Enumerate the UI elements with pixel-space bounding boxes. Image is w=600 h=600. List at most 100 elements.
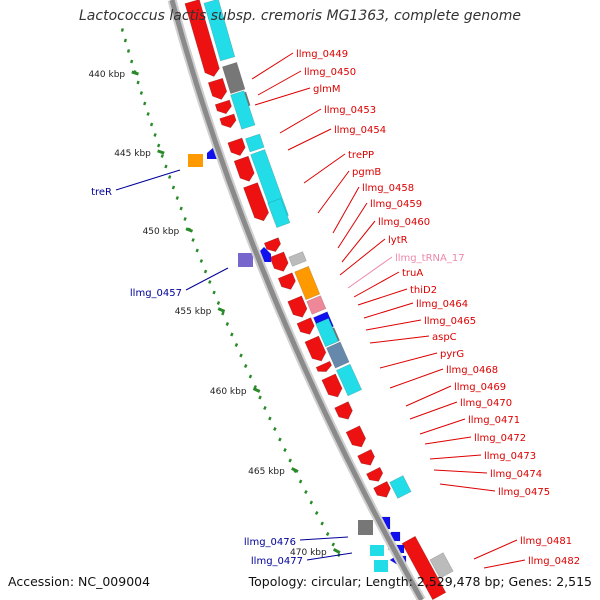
cds-forward-arrow xyxy=(315,360,332,372)
scale-tick xyxy=(288,458,292,463)
scale-tick xyxy=(136,80,140,85)
gene-label: thiD2 xyxy=(410,285,437,296)
outer-track-feature xyxy=(429,552,454,579)
scale-tick xyxy=(130,59,134,64)
gene-label: llmg_tRNA_17 xyxy=(395,253,465,264)
outer-track-feature xyxy=(335,363,363,397)
scale-major-tick xyxy=(185,227,194,233)
outer-track-feature xyxy=(203,0,236,62)
gene-label: truA xyxy=(402,268,423,279)
scale-tick xyxy=(278,437,282,442)
cds-forward-arrow xyxy=(401,535,447,600)
scale-tick xyxy=(175,196,179,200)
scale-tick xyxy=(263,406,267,410)
gene-label: llmg_0469 xyxy=(454,382,506,393)
label-leader-line xyxy=(357,288,408,306)
label-leader-line xyxy=(332,186,360,234)
scale-tick xyxy=(243,364,248,368)
gene-label: llmg_0474 xyxy=(490,469,542,480)
gene-label: glmM xyxy=(313,84,341,95)
gene-label: llmg_0482 xyxy=(528,556,580,567)
gene-label: llmg_0470 xyxy=(460,398,512,409)
outer-track-feature xyxy=(389,475,412,499)
scale-major-tick xyxy=(131,70,139,76)
scale-major-tick xyxy=(332,548,341,554)
scale-tick xyxy=(208,280,212,284)
cds-forward-arrow xyxy=(277,272,296,290)
scale-tick xyxy=(225,322,230,326)
scale-tick xyxy=(331,542,336,547)
cds-companion-band xyxy=(267,197,291,229)
scale-tick xyxy=(248,374,253,379)
cds-companion-band xyxy=(315,317,339,348)
scale-label: 470 kbp xyxy=(290,548,327,558)
rev-feature xyxy=(370,545,384,556)
gene-label: llmg_0481 xyxy=(520,536,572,547)
gene-label: lytR xyxy=(388,235,408,246)
label-leader-line xyxy=(369,335,430,344)
cds-forward-arrow xyxy=(243,182,269,222)
scale-labels: 440 kbp 445 kbp 450 kbp 455 kbp 460 kbp 465 k… xyxy=(88,70,327,558)
gene-label: llmg_0453 xyxy=(324,105,376,116)
label-leader-line xyxy=(299,536,349,541)
cds-forward-arrow xyxy=(263,237,281,252)
label-leader-line xyxy=(483,559,526,569)
map-title: Lactococcus lactis subsp. cremoris MG136… xyxy=(79,8,521,24)
scale-major-tick xyxy=(157,149,165,155)
label-leader-line xyxy=(363,302,414,319)
scale-major-tick xyxy=(252,387,261,393)
scale-tick xyxy=(123,38,128,43)
accession-label: Accession: NC_009004 xyxy=(8,574,151,589)
label-leader-line xyxy=(317,170,350,214)
scale-tick xyxy=(325,532,330,536)
scale-major-tick xyxy=(291,467,299,473)
gene-label: pyrG xyxy=(440,349,464,360)
gene-label: llmg_0465 xyxy=(424,316,476,327)
gene-label: llmg_0454 xyxy=(334,125,386,136)
scale-tick xyxy=(314,511,319,515)
scale-tick xyxy=(273,427,277,431)
scale-tick xyxy=(183,217,187,221)
rev-feature xyxy=(374,560,388,572)
scale-tick xyxy=(179,206,183,211)
scale-label: 440 kbp xyxy=(88,70,125,80)
cds-companion-band xyxy=(230,90,256,130)
label-leader-line xyxy=(254,87,311,106)
label-leader-line xyxy=(251,52,294,80)
gene-label: llmg_0471 xyxy=(468,415,520,426)
gene-tracks xyxy=(184,0,454,600)
scale-tick xyxy=(320,521,324,526)
scale-label: 460 kbp xyxy=(210,387,247,397)
gene-label: llmg_0472 xyxy=(474,433,526,444)
cds-forward-arrow xyxy=(304,335,327,362)
outer-track-feature xyxy=(306,295,327,315)
label-leader-line xyxy=(405,385,452,407)
scale-tick xyxy=(203,269,208,274)
gene-label: llmg_0449 xyxy=(296,49,348,60)
scale-tick xyxy=(268,416,272,421)
scale-tick xyxy=(239,353,243,358)
gene-label: llmg_0457 xyxy=(130,288,182,299)
scale-tick xyxy=(283,448,287,452)
rev-feature xyxy=(358,520,373,535)
scale-tick xyxy=(230,332,234,337)
scale-tick xyxy=(309,500,314,505)
cds-forward-arrow xyxy=(219,113,237,129)
label-leader-line xyxy=(347,256,393,289)
gene-label: llmg_0450 xyxy=(304,67,356,78)
cds-forward-arrow xyxy=(214,99,232,115)
scale-tick xyxy=(126,49,131,53)
gene-label: llmg_0477 xyxy=(251,556,303,567)
gene-label: llmg_0476 xyxy=(244,537,296,548)
scale-tick xyxy=(149,122,154,127)
cds-forward-arrow xyxy=(366,466,384,482)
rev-feature xyxy=(238,253,253,267)
label-leader-line xyxy=(409,401,458,420)
label-leader-line xyxy=(424,436,472,445)
topology-label: Topology: circular; Length: 2,529,478 bp… xyxy=(248,574,592,589)
scale-tick xyxy=(195,248,199,253)
gene-label: llmg_0473 xyxy=(484,451,536,462)
scale-tick xyxy=(120,28,124,32)
scale-tick xyxy=(157,143,161,148)
scale-tick xyxy=(234,343,239,347)
